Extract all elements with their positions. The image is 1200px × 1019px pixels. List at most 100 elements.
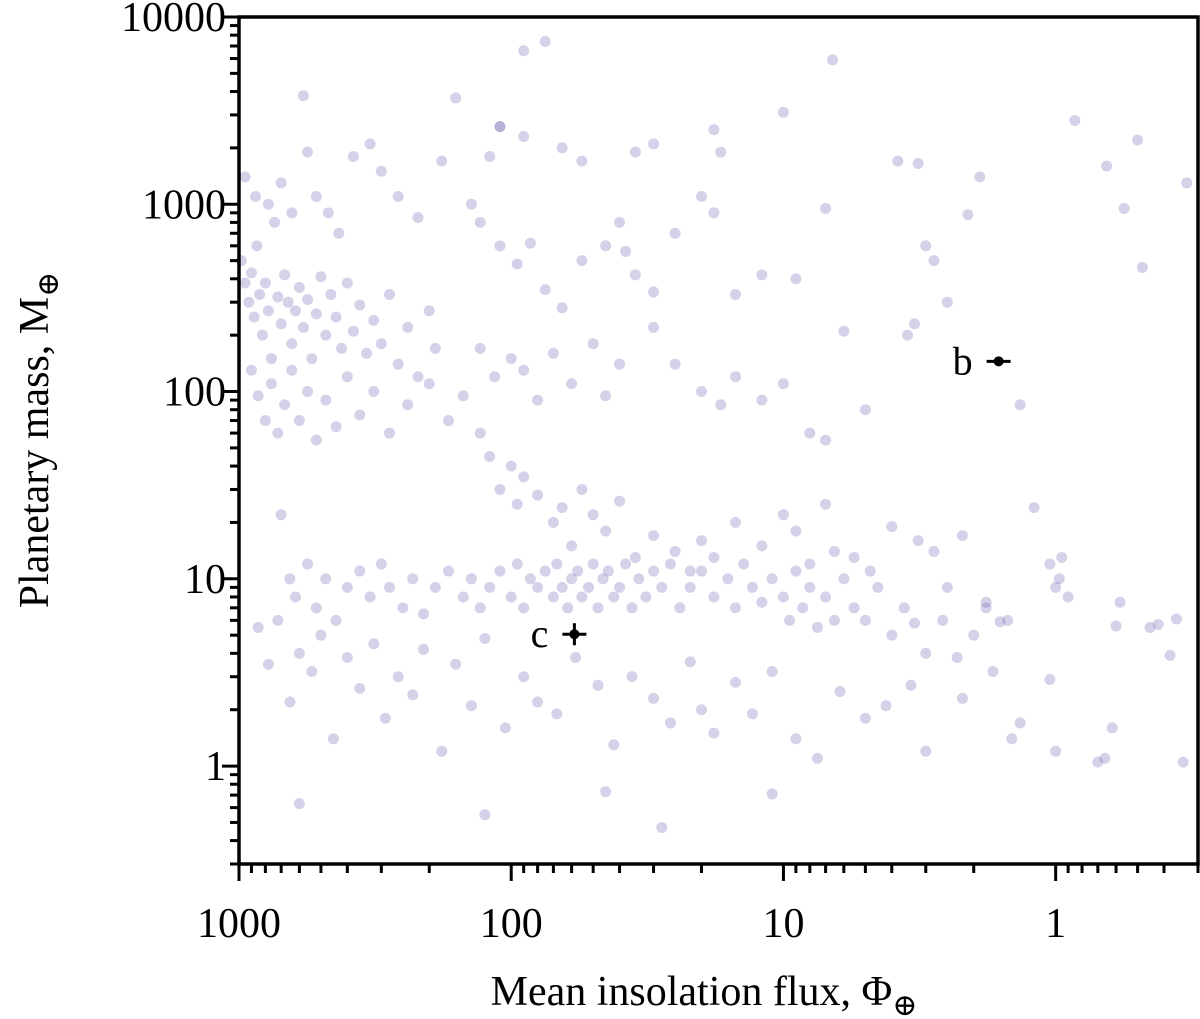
data-point [1144, 621, 1156, 633]
data-point [648, 565, 660, 577]
data-point [282, 296, 294, 308]
data-point [539, 284, 551, 296]
data-point [499, 722, 511, 734]
data-point [293, 281, 305, 293]
data-point [474, 602, 486, 614]
x-tick-label: 1 [1045, 901, 1066, 947]
data-point [1101, 160, 1113, 172]
data-point [886, 521, 898, 533]
data-point [272, 427, 284, 439]
data-point [1177, 756, 1189, 768]
data-point [968, 629, 980, 641]
data-point [375, 558, 387, 570]
data-point [695, 535, 707, 547]
data-point [474, 427, 486, 439]
data-point [293, 798, 305, 810]
data-point [375, 338, 387, 350]
data-point [583, 581, 595, 593]
data-point [614, 216, 626, 228]
data-point [864, 565, 876, 577]
data-point [302, 294, 314, 306]
x-tick-label: 100 [480, 901, 543, 947]
data-point [784, 614, 796, 626]
data-point [474, 342, 486, 354]
data-point [256, 329, 268, 341]
data-point [1053, 573, 1065, 585]
data-point [429, 342, 441, 354]
data-point [766, 573, 778, 585]
data-point [532, 394, 544, 406]
data-point [980, 602, 992, 614]
planet-c: c [531, 611, 587, 656]
data-point [251, 240, 263, 252]
data-point [572, 565, 584, 577]
y-axis-label: Planetary mass, M⊕ [12, 272, 65, 609]
data-point [341, 371, 353, 383]
data-point [640, 591, 652, 603]
data-point [484, 450, 496, 462]
data-point [715, 146, 727, 158]
data-point [766, 665, 778, 677]
data-point [674, 602, 686, 614]
data-point [505, 353, 517, 365]
data-point [708, 207, 720, 219]
data-point [284, 573, 296, 585]
data-point [327, 733, 339, 745]
data-point [407, 573, 419, 585]
data-point [354, 299, 366, 311]
data-point [756, 596, 768, 608]
data-point [648, 692, 660, 704]
data-point [556, 502, 568, 514]
planet-marker [569, 629, 580, 640]
data-point [708, 727, 720, 739]
data-point [511, 258, 523, 270]
data-point [828, 545, 840, 557]
data-point [279, 269, 291, 281]
data-point [592, 679, 604, 691]
data-point [539, 565, 551, 577]
data-point [412, 211, 424, 223]
y-tick-label: 10000 [121, 0, 226, 41]
data-point [912, 535, 924, 547]
data-point [648, 286, 660, 298]
data-point [245, 364, 257, 376]
data-point [730, 602, 742, 614]
data-point [648, 321, 660, 333]
data-point [886, 629, 898, 641]
data-point [347, 325, 359, 337]
data-point [920, 745, 932, 757]
data-point [368, 314, 380, 326]
data-point [626, 602, 638, 614]
data-point [811, 752, 823, 764]
data-point [629, 551, 641, 563]
y-axis-label-text: Planetary mass, M [12, 297, 58, 608]
data-point [494, 240, 506, 252]
data-point [1152, 619, 1164, 631]
data-point [511, 558, 523, 570]
data-point [341, 581, 353, 593]
data-point [920, 240, 932, 252]
data-point [436, 155, 448, 167]
data-point [279, 399, 291, 411]
data-point [320, 329, 332, 341]
data-point [524, 573, 536, 585]
data-point [275, 509, 287, 521]
data-point [275, 318, 287, 330]
data-point [392, 191, 404, 203]
data-point [379, 712, 391, 724]
data-point [576, 483, 588, 495]
data-point [811, 621, 823, 633]
data-point [262, 658, 274, 670]
data-point [259, 277, 271, 289]
planet-label: b [953, 338, 973, 383]
data-point [790, 273, 802, 285]
data-point [648, 530, 660, 542]
data-point [368, 386, 380, 398]
data-point [518, 131, 530, 143]
data-point [608, 591, 620, 603]
data-point [730, 516, 742, 528]
data-point [576, 155, 588, 167]
x-tick-label: 10 [762, 901, 804, 947]
data-point [804, 581, 816, 593]
data-point [1099, 752, 1111, 764]
